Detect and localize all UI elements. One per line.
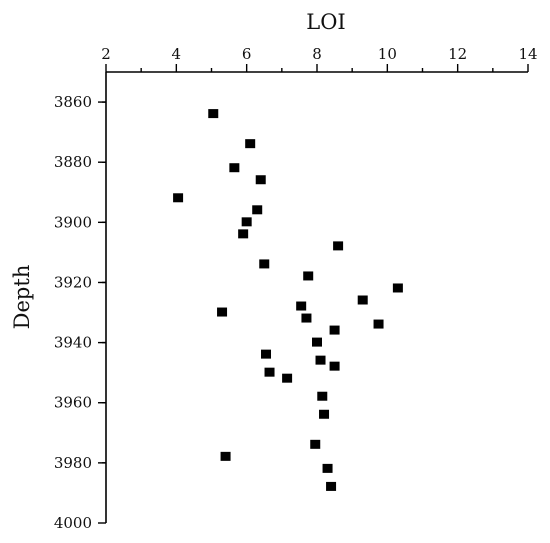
- data-points: [173, 109, 403, 491]
- data-point: [317, 391, 328, 401]
- data-point: [373, 319, 384, 329]
- data-point: [303, 271, 314, 281]
- y-tick-label: 3980: [54, 454, 92, 472]
- data-point: [252, 205, 263, 215]
- x-tick-label: 10: [378, 45, 397, 63]
- data-point: [208, 109, 219, 119]
- data-point: [296, 301, 307, 311]
- data-point: [173, 193, 184, 203]
- data-point: [220, 451, 231, 461]
- y-tick-label: 3900: [54, 213, 92, 231]
- data-point: [229, 163, 240, 173]
- x-axis-ticks: 2 4 6 8 10 12 14: [101, 45, 538, 72]
- data-point: [392, 283, 403, 293]
- data-point: [329, 325, 340, 335]
- data-point: [310, 439, 321, 449]
- data-point: [319, 409, 330, 419]
- data-point: [329, 361, 340, 371]
- data-point: [261, 349, 272, 359]
- data-point: [315, 355, 326, 365]
- x-tick-label: 14: [518, 45, 537, 63]
- x-tick-label: 8: [312, 45, 322, 63]
- data-point: [255, 175, 266, 185]
- data-point: [245, 139, 256, 149]
- y-axis-title: Depth: [10, 265, 34, 330]
- data-point: [217, 307, 228, 317]
- data-point: [259, 259, 270, 269]
- data-point: [282, 373, 293, 383]
- y-tick-label: 3960: [54, 394, 92, 412]
- y-tick-label: 4000: [54, 514, 92, 532]
- x-tick-label: 4: [172, 45, 182, 63]
- y-tick-label: 3880: [54, 153, 92, 171]
- y-axis-ticks: 3860 3880 3900 3920 3940 3960 3980 4000: [54, 93, 106, 532]
- data-point: [264, 367, 275, 377]
- data-point: [312, 337, 322, 347]
- x-tick-label: 12: [448, 45, 467, 63]
- data-point: [241, 217, 252, 227]
- y-tick-label: 3920: [54, 273, 92, 291]
- data-point: [326, 481, 337, 491]
- data-point: [238, 229, 249, 239]
- y-tick-label: 3860: [54, 93, 92, 111]
- x-tick-label: 2: [101, 45, 111, 63]
- data-point: [333, 241, 344, 251]
- x-axis-title: LOI: [306, 10, 345, 34]
- data-point: [301, 313, 312, 323]
- data-point: [322, 463, 333, 473]
- x-tick-label: 6: [242, 45, 252, 63]
- y-tick-label: 3940: [54, 334, 92, 352]
- data-point: [357, 295, 368, 305]
